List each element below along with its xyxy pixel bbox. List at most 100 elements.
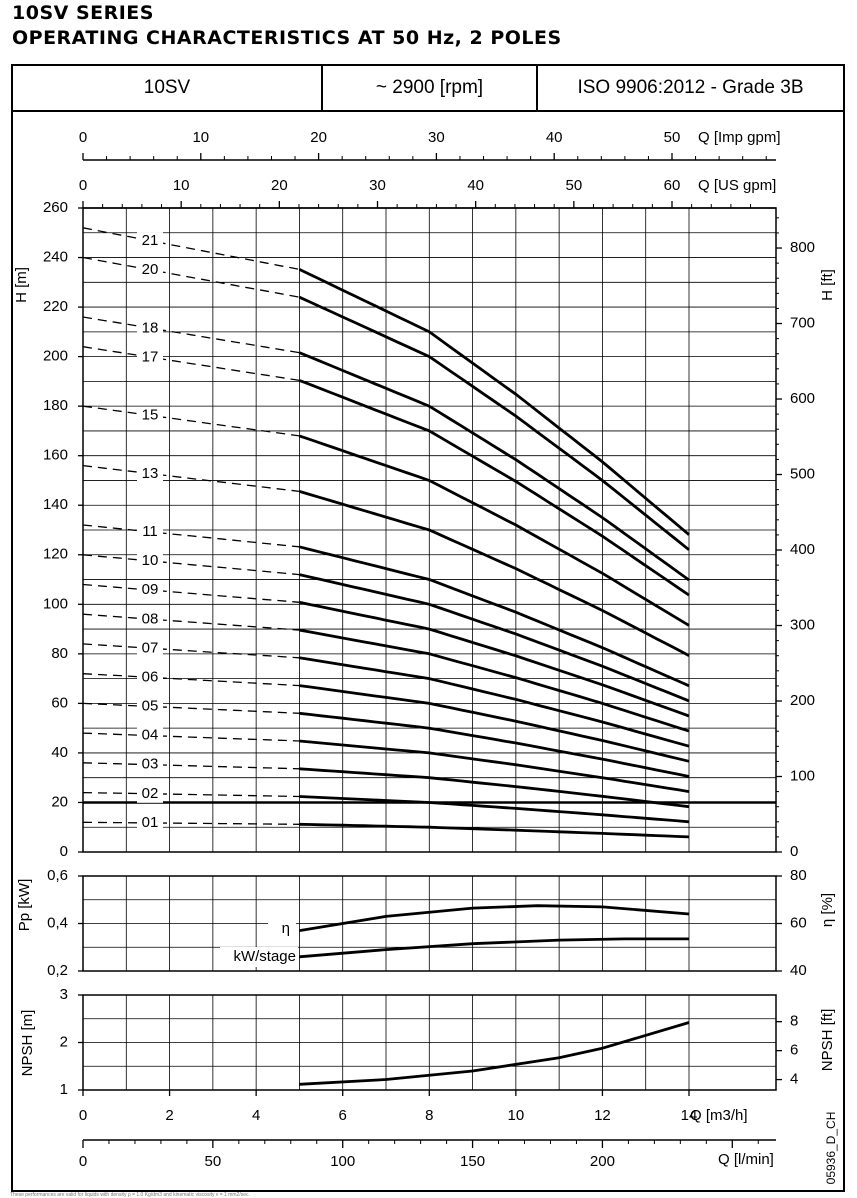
eff-ytick-label: 80: [790, 867, 807, 884]
head-curve-dashed-20: [82, 256, 300, 298]
efficiency-label: η: [282, 920, 290, 937]
stage-label-bg: [137, 610, 163, 629]
kw-label-bg: [220, 947, 298, 967]
stage-label-bg: [137, 232, 163, 251]
head-ytick-label: 180: [43, 397, 68, 414]
head-y2label: H [ft]: [819, 269, 836, 301]
stage-label-08: 08: [142, 610, 159, 627]
head-curve-08: [299, 628, 690, 733]
head-curve-dashed-06: [82, 673, 300, 687]
head-curve-dashed-21: [82, 227, 300, 271]
header-standard: ISO 9906:2012 - Grade 3B: [577, 77, 804, 98]
head-curve-dashed-18: [82, 316, 300, 354]
eff-ytick-label: 60: [790, 914, 807, 931]
stage-label-bg: [137, 784, 163, 803]
head-curve-dashed-04: [82, 732, 300, 742]
head-y2tick-label: 0: [790, 843, 798, 860]
stage-label-05: 05: [142, 698, 159, 715]
lpm-tick-label: 50: [205, 1153, 222, 1170]
head-ytick-label: 160: [43, 447, 68, 464]
head-curve-03: [299, 767, 690, 809]
head-ytick-label: 100: [43, 595, 68, 612]
head-y2tick-label: 100: [790, 767, 815, 784]
stage-label-bg: [137, 406, 163, 425]
npsh-y2tick-label: 8: [790, 1013, 798, 1030]
imp-gpm-tick-label: 0: [79, 129, 87, 146]
head-curve-13: [299, 490, 690, 657]
power-label: kW/stage: [233, 948, 296, 965]
m3h-tick-label: 12: [594, 1107, 611, 1124]
m3h-tick-label: 2: [165, 1107, 173, 1124]
stage-label-02: 02: [142, 785, 159, 802]
head-ytick-label: 40: [51, 744, 68, 761]
us-gpm-axis-label: Q [US gpm]: [698, 177, 776, 194]
stage-label-03: 03: [142, 756, 159, 773]
power-ylabel: Pp [kW]: [16, 879, 33, 932]
head-curve-02: [299, 795, 690, 824]
eff-ylabel: η [%]: [819, 893, 836, 927]
eta-label-bg: [268, 920, 296, 938]
npsh-y2label: NPSH [ft]: [819, 1009, 836, 1072]
head-curve-21: [298, 268, 690, 536]
head-curve-11: [299, 545, 690, 688]
stage-label-bg: [137, 261, 163, 280]
head-y2tick-label: 700: [790, 314, 815, 331]
head-curve-dashed-01: [82, 821, 300, 825]
head-curve-17: [298, 379, 690, 597]
head-curve-06: [299, 684, 690, 763]
head-curve-04: [299, 739, 690, 793]
head-curve-dashed-03: [82, 762, 300, 770]
stage-label-01: 01: [142, 814, 159, 831]
stage-label-bg: [137, 639, 163, 658]
m3h-tick-label: 6: [339, 1107, 347, 1124]
head-plot-border: [82, 207, 777, 853]
head-curve-20: [298, 295, 690, 551]
stage-label-bg: [137, 348, 163, 367]
head-ytick-label: 240: [43, 249, 68, 266]
stage-label-bg: [137, 319, 163, 338]
stage-label-15: 15: [142, 407, 159, 424]
head-curve-dashed-13: [82, 464, 300, 493]
head-curve-10: [299, 573, 690, 703]
lpm-tick-label: 150: [460, 1153, 485, 1170]
head-curve-dashed-10: [82, 554, 300, 576]
lpm-tick-label: 100: [330, 1153, 355, 1170]
head-curve-01: [299, 822, 690, 839]
page-title: 10SV SERIES: [12, 2, 154, 24]
head-ylabel: H [m]: [13, 267, 30, 303]
head-ytick-label: 140: [43, 496, 68, 513]
lpm-axis-label: Q [l/min]: [718, 1151, 774, 1168]
power-curve: [299, 937, 689, 959]
header-speed: ~ 2900 [rpm]: [323, 66, 538, 110]
head-curve-dashed-07: [82, 643, 300, 659]
header-model: 10SV: [13, 66, 323, 110]
stage-label-06: 06: [142, 668, 159, 685]
header-table: 10SV ~ 2900 [rpm] ISO 9906:2012 - Grade …: [11, 64, 845, 112]
npsh-ytick-label: 1: [60, 1081, 68, 1098]
imp-gpm-tick-label: 20: [310, 129, 327, 146]
power-ytick-label: 0,4: [47, 914, 68, 931]
head-ytick-label: 220: [43, 298, 68, 315]
stage-label-18: 18: [142, 319, 159, 336]
us-gpm-tick-label: 10: [173, 177, 190, 194]
us-gpm-tick-label: 40: [467, 177, 484, 194]
m3h-tick-label: 14: [681, 1107, 698, 1124]
stage-label-07: 07: [142, 639, 159, 656]
stage-label-bg: [137, 813, 163, 832]
head-y2tick-label: 400: [790, 541, 815, 558]
imp-gpm-tick-label: 10: [192, 129, 209, 146]
us-gpm-tick-label: 50: [565, 177, 582, 194]
power-ytick-label: 0,2: [47, 962, 68, 979]
head-curve-dashed-05: [82, 702, 300, 714]
imp-gpm-tick-label: 30: [428, 129, 445, 146]
head-y2tick-label: 500: [790, 465, 815, 482]
stage-label-bg: [137, 581, 163, 600]
m3h-axis-label: Q [m3/h]: [690, 1107, 748, 1124]
stage-label-17: 17: [142, 348, 159, 365]
stage-label-21: 21: [142, 232, 159, 249]
us-gpm-tick-label: 0: [79, 177, 87, 194]
npsh-y2tick-label: 4: [790, 1071, 798, 1088]
head-y2tick-label: 200: [790, 692, 815, 709]
lpm-tick-label: 200: [590, 1153, 615, 1170]
